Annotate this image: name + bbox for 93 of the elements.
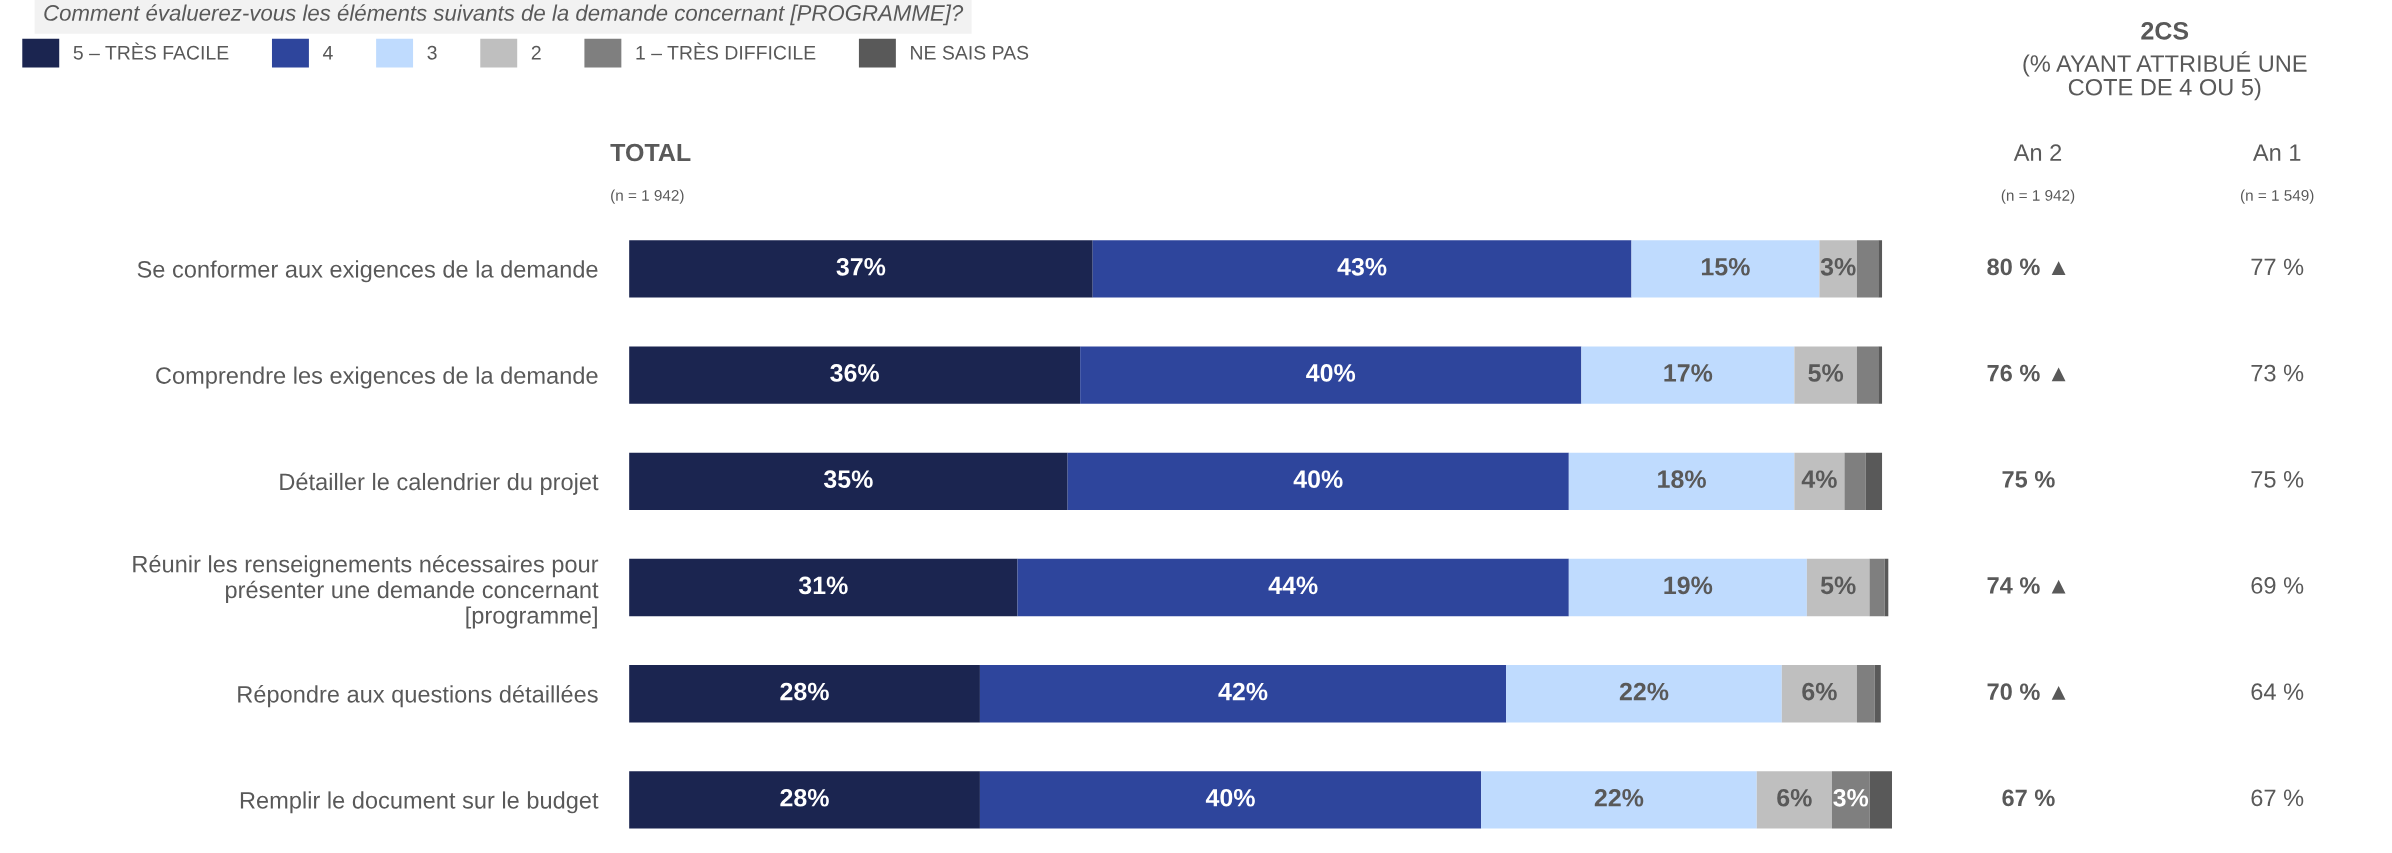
y-tick-label: Remplir le document sur le budget	[240, 791, 599, 814]
text: 76 % ▲	[1987, 364, 2066, 382]
legend-label: NE SAIS PAS	[911, 45, 1029, 60]
chart-subtitle: TOTAL	[610, 143, 691, 162]
y-tick-label: Comprendre les exigences de la demande	[156, 366, 598, 389]
text: (% AYANT ATTRIBUÉ UNE COTE DE 4 OU 5)	[2023, 51, 2307, 101]
data-label: 22%	[1619, 682, 1669, 701]
data-label: 28%	[780, 682, 829, 701]
bar	[1781, 665, 1857, 723]
data-label: 37%	[836, 257, 886, 276]
text: 75 %	[2251, 471, 2304, 488]
text: An 2	[2013, 144, 2062, 161]
bar	[1506, 665, 1782, 723]
bar	[1878, 240, 1883, 298]
bar	[1568, 558, 1807, 617]
bar	[1756, 771, 1832, 829]
data-label: 31%	[798, 576, 848, 595]
bar	[979, 665, 1507, 723]
data-label: 4%	[1801, 470, 1837, 488]
text: 67 %	[2002, 789, 2055, 807]
data-label: 6%	[1777, 788, 1812, 807]
legend-label: 1 – TRÈS DIFFICILE	[636, 42, 816, 60]
text: (n = 1 942)	[2001, 189, 2075, 204]
bar	[1869, 771, 1893, 829]
text: 64 %	[2251, 683, 2304, 701]
bar	[1631, 240, 1820, 298]
bar	[1844, 452, 1866, 510]
bar	[1869, 558, 1885, 617]
data-label: 43%	[1337, 257, 1387, 276]
data-label: 22%	[1594, 788, 1644, 807]
y-tick-label: Se conformer aux exigences de la demande	[137, 260, 598, 283]
data-label: 19%	[1664, 576, 1713, 595]
text: An 1	[2252, 144, 2301, 161]
y-tick-label: Répondre aux questions détaillées	[238, 685, 598, 708]
text: 70 % ▲	[1987, 683, 2066, 701]
data-label: 35%	[823, 470, 873, 489]
data-label: 40%	[1293, 470, 1343, 489]
text: 69 %	[2251, 577, 2304, 594]
bar	[1481, 771, 1757, 829]
legend-label: 4	[322, 46, 333, 60]
bar	[1806, 558, 1870, 617]
legend-label: 3	[427, 45, 437, 60]
text: 75 %	[2002, 470, 2055, 488]
data-label: 28%	[780, 788, 829, 807]
data-label: 44%	[1268, 576, 1318, 595]
bar	[1794, 452, 1845, 510]
bar	[1067, 452, 1569, 510]
bar	[1017, 558, 1569, 617]
data-label: 3%	[1820, 257, 1856, 276]
bar	[1856, 665, 1875, 723]
y-tick-label: Détailler le calendrier du projet	[280, 472, 599, 495]
bar	[1865, 452, 1883, 510]
bar	[629, 665, 980, 723]
bar	[629, 771, 980, 829]
bar	[1794, 346, 1857, 404]
text: 77 %	[2251, 258, 2304, 276]
bar	[1092, 240, 1632, 298]
data-label: 5%	[1808, 364, 1844, 382]
text: 80 % ▲	[1987, 258, 2066, 276]
bar	[629, 240, 1093, 298]
chart-title: Comment évaluerez-vous les éléments suivants de la demande concernant [PROGRAMME]?	[44, 4, 964, 26]
data-label: 36%	[830, 364, 879, 382]
bar	[629, 452, 1068, 510]
bar	[1568, 452, 1795, 510]
bar	[1080, 346, 1582, 404]
bar	[1581, 346, 1795, 404]
data-label: 42%	[1218, 682, 1268, 701]
text: (n = 1 942)	[611, 189, 684, 204]
text: 2CS	[2141, 21, 2189, 40]
bar	[629, 346, 1081, 404]
bar	[629, 558, 1018, 617]
text: 73 %	[2251, 364, 2304, 382]
data-label: 6%	[1802, 682, 1837, 701]
bar	[1819, 240, 1857, 298]
bar	[979, 771, 1482, 829]
bar	[1831, 771, 1870, 829]
data-label: 18%	[1658, 470, 1706, 489]
text: 74 % ▲	[1987, 577, 2066, 594]
legend-label: 5 – TRÈS FACILE	[73, 42, 229, 60]
data-label: 17%	[1664, 364, 1713, 382]
data-label: 15%	[1701, 257, 1750, 276]
data-label: 40%	[1205, 788, 1255, 807]
data-label: 3%	[1833, 788, 1869, 807]
bar	[1856, 240, 1879, 298]
legend-label: 2	[531, 45, 541, 60]
text: 67 %	[2251, 789, 2304, 807]
bar	[1856, 346, 1879, 404]
y-tick-label: Réunir les renseignements nécessaires pour présenter une demande concernant [programme]	[133, 554, 599, 629]
bar	[1874, 665, 1881, 723]
data-label: 40%	[1306, 364, 1356, 382]
data-label: 5%	[1820, 576, 1856, 595]
text: (n = 1 549)	[2240, 189, 2314, 204]
bar	[1878, 346, 1883, 404]
